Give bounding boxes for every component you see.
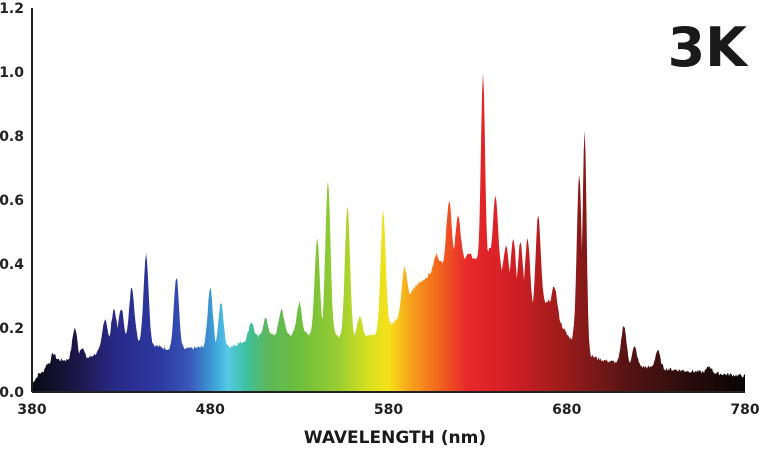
x-tick-label: 480 — [196, 402, 225, 418]
y-tick-label: 0.0 — [0, 385, 24, 401]
x-tick-label: 580 — [374, 402, 403, 418]
x-tick-label: 780 — [730, 402, 759, 418]
y-tick-label: 0.4 — [0, 257, 24, 273]
y-tick-label: 0.2 — [0, 321, 24, 337]
x-tick-label: 680 — [552, 402, 581, 418]
y-tick-label: 1.2 — [0, 1, 24, 17]
x-axis-label: WAVELENGTH (nm) — [304, 428, 486, 448]
y-tick-label: 0.8 — [0, 129, 24, 145]
spectrum-area — [32, 72, 745, 392]
y-tick-labels: 0.0 0.2 0.4 0.6 0.8 1.0 1.2 — [0, 1, 24, 401]
x-tick-label: 380 — [17, 402, 46, 418]
x-tick-labels: 380 480 580 680 780 — [17, 402, 759, 418]
badge-3k: 3K — [668, 16, 750, 79]
y-tick-label: 0.6 — [0, 193, 24, 209]
y-tick-label: 1.0 — [0, 65, 24, 81]
